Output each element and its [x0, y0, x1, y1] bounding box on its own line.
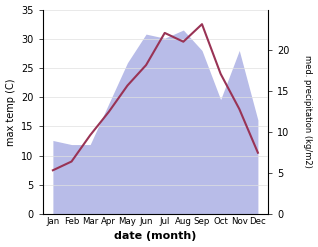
Y-axis label: max temp (C): max temp (C) [5, 78, 16, 145]
Y-axis label: med. precipitation (kg/m2): med. precipitation (kg/m2) [303, 55, 313, 168]
X-axis label: date (month): date (month) [114, 231, 197, 242]
